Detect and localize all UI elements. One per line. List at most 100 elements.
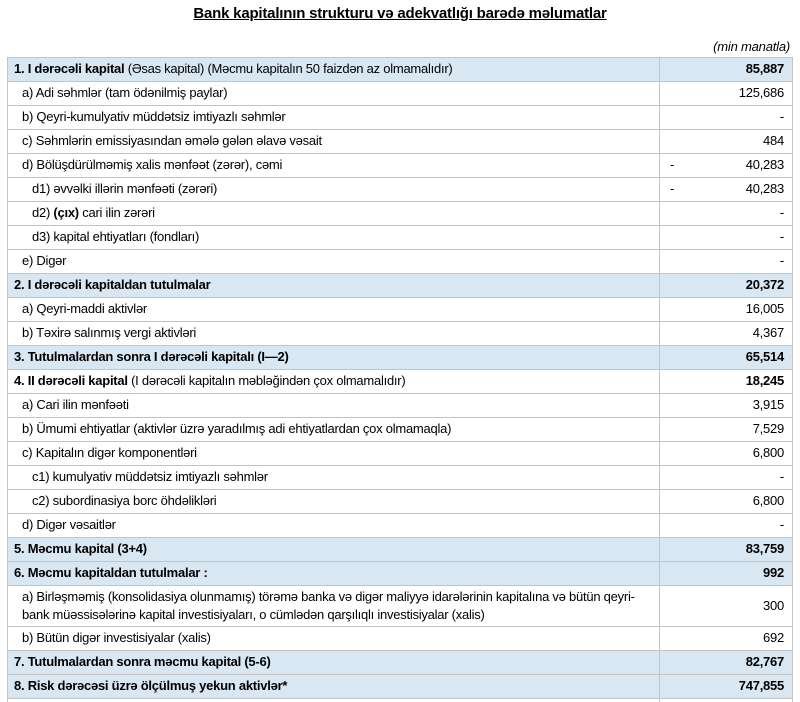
value-text: 65,514 [745, 349, 785, 365]
table-row: c2) subordinasiya borc öhdəlikləri 6,800 [7, 489, 793, 514]
row-value: 692 [659, 626, 793, 652]
value-text: - [779, 517, 784, 533]
row-label: 7. Tutulmalardan sonra məcmu kapital (5-… [7, 650, 660, 676]
row-label: b) Təxirə salınmış vergi aktivləri [7, 321, 660, 346]
row-value: 82,767 [659, 650, 793, 676]
row-label: a) Qeyri-maddi aktivlər [7, 297, 660, 322]
value-text: - [779, 253, 784, 269]
row-value: 85,887 [659, 57, 793, 82]
row-label-text: 3. Tutulmalardan sonra I dərəcəli kapita… [14, 349, 289, 365]
row-label-text: b) Təxirə salınmış vergi aktivləri [22, 325, 197, 341]
row-value: - [659, 105, 793, 130]
partial-clipped-row [7, 698, 793, 702]
minus-sign: - [670, 157, 675, 173]
row-label-text: 4. II dərəcəli kapital [14, 373, 132, 389]
section-row: 1. I dərəcəli kapital (Əsas kapital) (Mə… [7, 57, 793, 82]
value-text: 125,686 [738, 85, 785, 101]
value-text: 992 [763, 565, 784, 581]
row-value: - 40,283 [659, 153, 793, 178]
row-value: 125,686 [659, 81, 793, 106]
row-label-text: b) Bütün digər investisiyalar (xalis) [22, 630, 211, 646]
row-label: b) Bütün digər investisiyalar (xalis) [7, 626, 660, 652]
section-row: 7. Tutulmalardan sonra məcmu kapital (5-… [7, 650, 793, 676]
value-text: 4,367 [752, 325, 785, 341]
value-text: 300 [763, 597, 784, 613]
value-text: - [779, 109, 784, 125]
row-label: a) Birləşməmiş (konsolidasiya olunmamış)… [7, 584, 660, 628]
table-row: d1) əvvəlki illərin mənfəəti (zərəri) - 40… [7, 177, 793, 202]
row-label-text: c2) subordinasiya borc öhdəlikləri [32, 493, 217, 509]
row-label: e) Digər [7, 249, 660, 274]
row-label: d) Digər vəsaitlər [7, 513, 660, 538]
table-row: c) Kapitalın digər komponentləri 6,800 [7, 441, 793, 466]
value-text: 20,372 [745, 277, 785, 293]
value-text: 6,800 [752, 493, 785, 509]
value-text: 85,887 [745, 61, 785, 77]
row-label: 1. I dərəcəli kapital (Əsas kapital) (Mə… [7, 57, 660, 82]
row-label-text: d) Digər vəsaitlər [22, 517, 116, 533]
row-label: 3. Tutulmalardan sonra I dərəcəli kapita… [7, 345, 660, 370]
row-value: 747,855 [659, 674, 793, 700]
unit-note: (min manatla) [713, 39, 790, 54]
value-text: 484 [763, 133, 784, 149]
row-label: c1) kumulyativ müddətsiz imtiyazlı səhml… [7, 465, 660, 490]
row-value: - 40,283 [659, 177, 793, 202]
row-value: 83,759 [659, 537, 793, 562]
page-title: Bank kapitalının strukturu və adekvatlığ… [193, 5, 607, 22]
minus-sign: - [670, 181, 675, 197]
value-text: 7,529 [752, 421, 785, 437]
row-label-text: a) Birləşməmiş (konsolidasiya olunmamış)… [22, 589, 635, 622]
row-label: b) Ümumi ehtiyatlar (aktivlər üzrə yarad… [7, 417, 660, 442]
row-label-text: 5. Məcmu kapital (3+4) [14, 541, 147, 557]
table-body: 1. I dərəcəli kapital (Əsas kapital) (Mə… [7, 57, 793, 702]
row-value: - [659, 201, 793, 226]
row-label-text: a) Qeyri-maddi aktivlər [22, 301, 148, 317]
row-label-text: c1) kumulyativ müddətsiz imtiyazlı səhml… [32, 469, 268, 485]
row-label: 6. Məcmu kapitaldan tutulmalar : [7, 561, 660, 586]
row-label: d1) əvvəlki illərin mənfəəti (zərəri) [7, 177, 660, 202]
table-row: d3) kapital ehtiyatları (fondları) - [7, 225, 793, 250]
value-text: - [779, 205, 784, 221]
row-label-text: 8. Risk dərəcəsi üzrə ölçülmuş yekun akt… [14, 678, 288, 694]
row-value: - [659, 249, 793, 274]
value-text: - [779, 469, 784, 485]
row-label-text: (çıx) [53, 205, 79, 221]
row-value: 6,800 [659, 489, 793, 514]
table-row: c) Səhmlərin emissiyasından əmələ gələn … [7, 129, 793, 154]
value-text: 40,283 [745, 157, 785, 173]
row-label: d2) (çıx) cari ilin zərəri [7, 201, 660, 226]
row-label: c) Səhmlərin emissiyasından əmələ gələn … [7, 129, 660, 154]
row-label: c2) subordinasiya borc öhdəlikləri [7, 489, 660, 514]
section-row: 6. Məcmu kapitaldan tutulmalar : 992 [7, 561, 793, 586]
table-row: b) Bütün digər investisiyalar (xalis) 692 [7, 626, 793, 652]
value-text: 82,767 [745, 654, 785, 670]
section-row: 8. Risk dərəcəsi üzrə ölçülmuş yekun akt… [7, 674, 793, 700]
table-row: e) Digər - [7, 249, 793, 274]
capital-structure-table: 1. I dərəcəli kapital (Əsas kapital) (Mə… [7, 57, 793, 702]
value-text: 692 [763, 630, 784, 646]
row-label-text: (I dərəcəli kapitalın məbləğindən çox ol… [131, 373, 406, 389]
row-label-text: a) Cari ilin mənfəəti [22, 397, 129, 413]
row-value: 7,529 [659, 417, 793, 442]
row-value: 300 [659, 584, 793, 628]
row-label-text: e) Digər [22, 253, 67, 269]
row-label: d) Bölüşdürülməmiş xalis mənfəət (zərər)… [7, 153, 660, 178]
row-label-text: d3) kapital ehtiyatları (fondları) [32, 229, 200, 245]
section-row: 3. Tutulmalardan sonra I dərəcəli kapita… [7, 345, 793, 370]
value-text: - [779, 229, 784, 245]
row-label-text: b) Qeyri-kumulyativ müddətsiz imtiyazlı … [22, 109, 286, 125]
row-value: 992 [659, 561, 793, 586]
value-text: 16,005 [745, 301, 785, 317]
row-label-text: 7. Tutulmalardan sonra məcmu kapital (5-… [14, 654, 271, 670]
table-row: d) Bölüşdürülməmiş xalis mənfəət (zərər)… [7, 153, 793, 178]
row-value: 484 [659, 129, 793, 154]
row-label: 4. II dərəcəli kapital (I dərəcəli kapit… [7, 369, 660, 394]
table-row: 4. II dərəcəli kapital (I dərəcəli kapit… [7, 369, 793, 394]
table-row: a) Cari ilin mənfəəti 3,915 [7, 393, 793, 418]
table-row: a) Adi səhmlər (tam ödənilmiş paylar) 125… [7, 81, 793, 106]
row-label: 8. Risk dərəcəsi üzrə ölçülmuş yekun akt… [7, 674, 660, 700]
row-label: 5. Məcmu kapital (3+4) [7, 537, 660, 562]
row-label-text: (Əsas kapital) (Məcmu kapitalın 50 faizd… [127, 61, 453, 77]
row-label-text: 1. I dərəcəli kapital [14, 61, 128, 77]
